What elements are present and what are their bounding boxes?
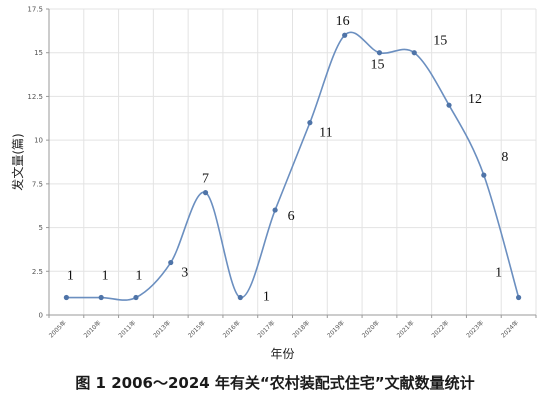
x-tick-label: 2023年 [465, 319, 486, 340]
x-tick-label: 2021年 [395, 319, 416, 340]
data-label: 1 [263, 290, 270, 305]
data-point [133, 294, 139, 301]
data-label: 7 [202, 172, 209, 187]
y-tick-label: 5 [39, 224, 43, 232]
data-point [237, 294, 243, 301]
y-tick-label: 15 [34, 49, 43, 57]
data-points [63, 32, 522, 301]
x-tick-label: 2024年 [499, 319, 520, 340]
figure-caption: 图 1 2006～2024 年有关“农村装配式住宅”文献数量统计 [75, 374, 475, 392]
x-tick-label: 2017年 [256, 319, 277, 340]
x-tick-label: 2022年 [430, 319, 451, 340]
y-tick-label: 10 [34, 137, 43, 145]
y-tick-label: 12.5 [27, 93, 43, 101]
y-axis-label: 发文量(篇) [10, 133, 25, 190]
x-tick-label: 2020年 [360, 319, 381, 340]
data-point [63, 294, 69, 301]
y-tick-labels: 0 2.5 5 7.5 10 12.5 15 17.5 [27, 6, 43, 320]
data-label: 6 [288, 209, 295, 224]
x-tick-label: 2010年 [82, 319, 103, 340]
data-point [98, 294, 104, 301]
grid [48, 8, 537, 316]
data-point [272, 207, 278, 213]
data-label: 8 [501, 150, 508, 165]
y-tick-label: 2.5 [32, 268, 43, 276]
data-label: 1 [102, 269, 109, 284]
data-label: 15 [370, 58, 384, 73]
x-tick-label: 2013年 [151, 319, 172, 340]
data-point [411, 50, 417, 56]
x-tick-label: 2011年 [117, 319, 138, 340]
data-point [307, 120, 313, 126]
x-tick-labels: 2005年 2010年 2011年 2013年 2015年 2016年 2017年 2018年… [47, 319, 520, 340]
x-tick-label: 2016年 [221, 319, 242, 340]
y-tick-label: 0 [39, 312, 43, 320]
data-label: 11 [319, 126, 332, 141]
data-label: 1 [67, 269, 74, 284]
y-tick-label: 17.5 [27, 6, 43, 14]
data-point [168, 259, 174, 266]
data-point [342, 32, 348, 38]
data-label: 3 [181, 266, 188, 281]
x-tick-label: 2018年 [291, 319, 312, 340]
data-point [481, 172, 487, 178]
y-tick-label: 7.5 [32, 180, 43, 188]
data-label: 15 [433, 34, 447, 49]
data-point [376, 50, 383, 56]
x-axis-label: 年份 [270, 347, 294, 361]
data-label: 1 [495, 266, 502, 281]
data-point [446, 102, 452, 108]
data-point [516, 294, 522, 301]
data-label: 16 [336, 14, 350, 29]
data-point [202, 190, 209, 196]
x-tick-label: 2019年 [325, 319, 346, 340]
data-label: 1 [135, 269, 142, 284]
x-tick-label: 2015年 [186, 319, 207, 340]
axes [46, 8, 537, 318]
data-label: 12 [468, 92, 482, 107]
x-tick-label: 2005年 [47, 319, 68, 340]
